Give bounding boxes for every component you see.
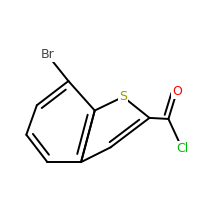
Text: S: S [119, 90, 127, 103]
Text: O: O [172, 85, 182, 98]
Text: Br: Br [40, 48, 54, 61]
Text: Cl: Cl [176, 142, 188, 155]
